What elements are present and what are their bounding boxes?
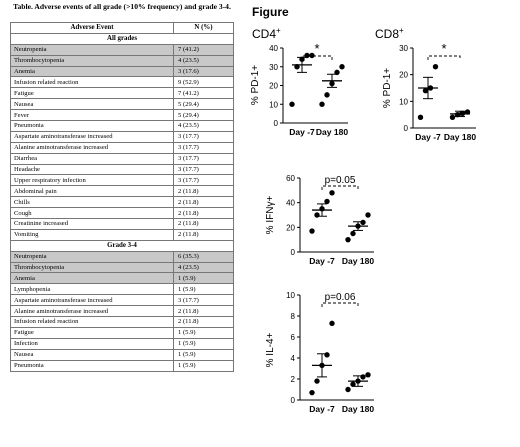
y-axis-label: % PD-1+ bbox=[250, 65, 261, 105]
figure-heading: Figure bbox=[252, 5, 289, 19]
data-point-square bbox=[324, 92, 330, 98]
y-tick-label: 2 bbox=[291, 375, 296, 384]
cd8-panel-label: CD8+ bbox=[375, 26, 404, 41]
significance-bracket bbox=[301, 55, 333, 60]
data-point-circle bbox=[417, 114, 424, 121]
data-point-circle bbox=[329, 320, 335, 327]
data-point-circle bbox=[365, 372, 371, 378]
data-point-circle bbox=[309, 228, 315, 234]
data-point-circle bbox=[304, 52, 310, 59]
y-axis-label: % IFNγ+ bbox=[265, 196, 276, 235]
y-tick-label: 40 bbox=[269, 44, 278, 53]
y-tick-label: 10 bbox=[399, 97, 408, 106]
table-row: Pneumonia 1 (5.9) bbox=[10, 359, 234, 372]
significance-bracket bbox=[427, 55, 461, 60]
data-point-circle bbox=[365, 212, 371, 218]
y-tick-label: 0 bbox=[274, 119, 279, 128]
significance-annotation: * bbox=[314, 41, 319, 56]
y-tick-label: 10 bbox=[269, 100, 278, 109]
data-point-diamond bbox=[360, 374, 366, 380]
data-point-diamond bbox=[334, 69, 340, 76]
dot-plot-0: 0 10 20 30 40 Day -7 Day 180 % PD-1+ * bbox=[250, 41, 348, 137]
data-point-circle bbox=[309, 389, 315, 396]
x-category-label: Day -7 bbox=[415, 132, 441, 142]
x-category-label: Day -7 bbox=[309, 404, 335, 414]
y-axis-label: % IL-4+ bbox=[265, 332, 276, 367]
y-tick-label: 8 bbox=[291, 312, 296, 321]
data-point-square bbox=[350, 230, 356, 237]
x-category-label: Day 180 bbox=[342, 256, 374, 266]
y-tick-label: 4 bbox=[291, 354, 296, 363]
significance-bracket bbox=[321, 302, 359, 307]
y-tick-label: 0 bbox=[404, 124, 409, 133]
data-point-circle bbox=[289, 101, 295, 107]
cd4-panel-label: CD4+ bbox=[252, 26, 281, 41]
data-point-circle bbox=[345, 386, 351, 393]
y-tick-label: 0 bbox=[291, 248, 296, 257]
data-point-circle bbox=[432, 63, 439, 70]
dot-plot-2: 0 20 40 60 Day -7 Day 180 % IFNγ+ p=0.05 bbox=[265, 174, 374, 266]
data-point-circle bbox=[309, 52, 315, 59]
data-point-circle bbox=[339, 64, 345, 70]
y-tick-label: 30 bbox=[399, 44, 408, 53]
data-point-circle bbox=[314, 378, 320, 384]
table-title: Table. Adverse events of all grade (>10%… bbox=[13, 2, 231, 11]
significance-annotation: p=0.06 bbox=[325, 292, 356, 303]
cd4-label-superscript: + bbox=[276, 26, 281, 35]
data-point-circle bbox=[329, 190, 335, 196]
data-point-circle bbox=[324, 352, 330, 358]
x-category-label: Day 180 bbox=[342, 404, 374, 414]
significance-annotation: * bbox=[441, 41, 446, 56]
cd8-label-text: CD8 bbox=[375, 27, 400, 41]
y-tick-label: 10 bbox=[286, 291, 295, 300]
y-tick-label: 40 bbox=[286, 199, 295, 208]
data-point-circle bbox=[422, 87, 429, 94]
cd4-label-text: CD4 bbox=[252, 27, 277, 41]
x-category-label: Day 180 bbox=[316, 127, 348, 137]
y-tick-label: 0 bbox=[291, 396, 296, 405]
y-tick-label: 20 bbox=[286, 223, 295, 232]
data-point-circle bbox=[449, 114, 456, 121]
data-point-circle bbox=[319, 101, 325, 107]
data-point-circle bbox=[345, 236, 351, 243]
adverse-events-table: Adverse Event N (%) All grades Neutropeni… bbox=[10, 22, 234, 372]
y-tick-label: 6 bbox=[291, 333, 296, 342]
table-body: All grades Neutropenia 7 (41.2) Thrombocyto… bbox=[10, 32, 234, 372]
cd8-label-superscript: + bbox=[399, 26, 404, 35]
data-point-circle bbox=[314, 212, 320, 218]
data-point-square bbox=[350, 381, 356, 387]
y-axis-label: % PD-1+ bbox=[382, 68, 393, 108]
significance-bracket bbox=[321, 185, 359, 190]
significance-annotation: p=0.05 bbox=[325, 175, 356, 186]
dot-plot-3: 0 2 4 6 8 10 Day -7 Day 180 % IL-4+ p=0.06 bbox=[265, 291, 374, 414]
y-tick-label: 60 bbox=[286, 174, 295, 183]
data-point-circle bbox=[324, 198, 330, 205]
y-tick-label: 20 bbox=[399, 71, 408, 80]
count-cell: 1 (5.9) bbox=[173, 359, 234, 372]
y-tick-label: 20 bbox=[269, 82, 278, 91]
y-tick-label: 30 bbox=[269, 63, 278, 72]
x-category-label: Day -7 bbox=[289, 127, 315, 137]
x-category-label: Day -7 bbox=[309, 256, 335, 266]
x-category-label: Day 180 bbox=[444, 132, 476, 142]
data-point-diamond bbox=[360, 219, 366, 226]
dot-plot-1: 0 10 20 30 Day -7 Day 180 % PD-1+ * bbox=[382, 41, 476, 142]
